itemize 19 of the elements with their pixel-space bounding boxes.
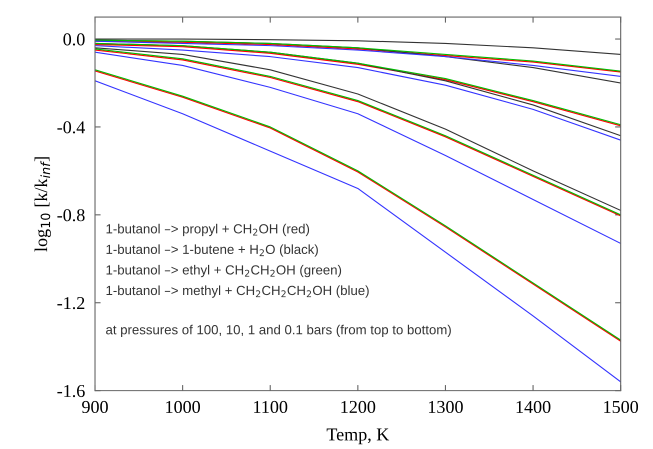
x-tick-label: 1400 bbox=[516, 400, 550, 414]
y-tick-label: -1.2 bbox=[57, 297, 84, 310]
annotation: 1-butanol –> ethyl + CH$_{2}$CH$_{2}$OH (green) bbox=[106, 264, 342, 278]
x-tick-label: 900 bbox=[82, 400, 108, 414]
annotation: at pressures of 100, 10, 1 and 0.1 bars (from top to bottom) bbox=[106, 324, 451, 338]
x-tick-label: 1500 bbox=[604, 400, 638, 414]
y-tick-label: -0.4 bbox=[57, 121, 86, 134]
x-tick-label: 1000 bbox=[166, 400, 200, 414]
x-tick-label: 1200 bbox=[341, 400, 376, 414]
y-axis-title: log$_{10}$ [k/k$_{inf}$] bbox=[34, 157, 51, 252]
x-axis-title: Temp, K bbox=[326, 428, 390, 444]
annotation: 1-butanol –> methyl + CH$_{2}$CH$_{2}$CH$_{2}$OH (blue) bbox=[106, 285, 369, 298]
y-tick-label: 0.0 bbox=[63, 33, 85, 46]
annotation: 1-butanol –> 1-butene + H$_{2}$O (black) bbox=[106, 244, 318, 257]
x-tick-label: 1100 bbox=[254, 400, 288, 414]
y-tick-label: -1.6 bbox=[57, 384, 85, 398]
y-tick-label: -0.8 bbox=[57, 209, 85, 222]
x-tick-label: 1300 bbox=[428, 400, 463, 414]
annotation: 1-butanol –> propyl + CH$_{2}$OH (red) bbox=[106, 224, 310, 236]
